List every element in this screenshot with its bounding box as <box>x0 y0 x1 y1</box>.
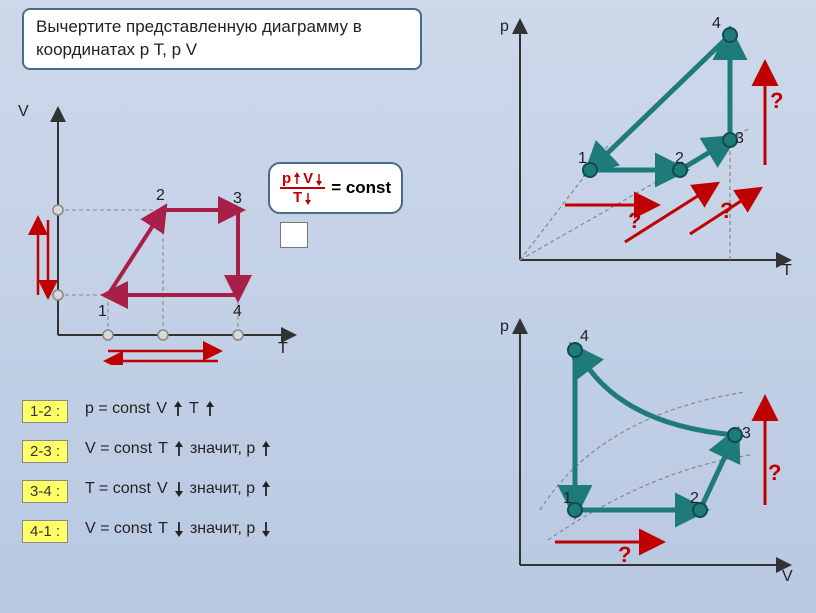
pt-q1: ? <box>628 208 641 234</box>
pv-pt4: 4 <box>580 328 589 346</box>
pv-pt3: 3 <box>742 425 751 443</box>
pt-pt3: 3 <box>735 130 744 148</box>
pt-diagram: p T 1 2 3 4 ? ? ? <box>490 10 800 290</box>
step-line: V = constT значит, p <box>85 440 271 458</box>
vt-pt2: 2 <box>156 187 165 205</box>
formula-const: = const <box>331 178 391 198</box>
pv-q2: ? <box>768 460 781 486</box>
step-34-box: 3-4 : <box>22 480 68 503</box>
step-23-box: 2-3 : <box>22 440 68 463</box>
pv-ylabel: p <box>500 318 509 336</box>
step-41-box: 4-1 : <box>22 520 68 543</box>
pt-q2: ? <box>720 198 733 224</box>
pv-diagram: p V 1 2 3 4 ? ? <box>490 310 800 600</box>
pv-pt1: 1 <box>563 490 572 508</box>
pv-q1: ? <box>618 542 631 568</box>
pt-ylabel: p <box>500 18 509 36</box>
vt-ylabel: V <box>18 103 29 121</box>
pt-q3: ? <box>770 88 783 114</box>
pv-xlabel: V <box>782 568 793 586</box>
pt-pt4: 4 <box>712 15 721 33</box>
pv-pt2: 2 <box>690 490 699 508</box>
pt-xlabel: T <box>782 262 792 280</box>
step-line: p = constV T <box>85 400 215 418</box>
step-line: T = constV значит, p <box>85 480 271 498</box>
vt-pt3: 3 <box>233 190 242 208</box>
vt-diagram: V T 1 2 3 4 <box>18 95 308 365</box>
step-line: V = constT значит, p <box>85 520 271 538</box>
task-text: Вычертите представленную диаграмму в коо… <box>36 17 362 59</box>
vt-xlabel: T <box>278 340 288 358</box>
vt-pt1: 1 <box>98 303 107 321</box>
pt-pt1: 1 <box>578 150 587 168</box>
pt-pt2: 2 <box>675 150 684 168</box>
vt-pt4: 4 <box>233 303 242 321</box>
task-box: Вычертите представленную диаграмму в коо… <box>22 8 422 70</box>
step-12-box: 1-2 : <box>22 400 68 423</box>
